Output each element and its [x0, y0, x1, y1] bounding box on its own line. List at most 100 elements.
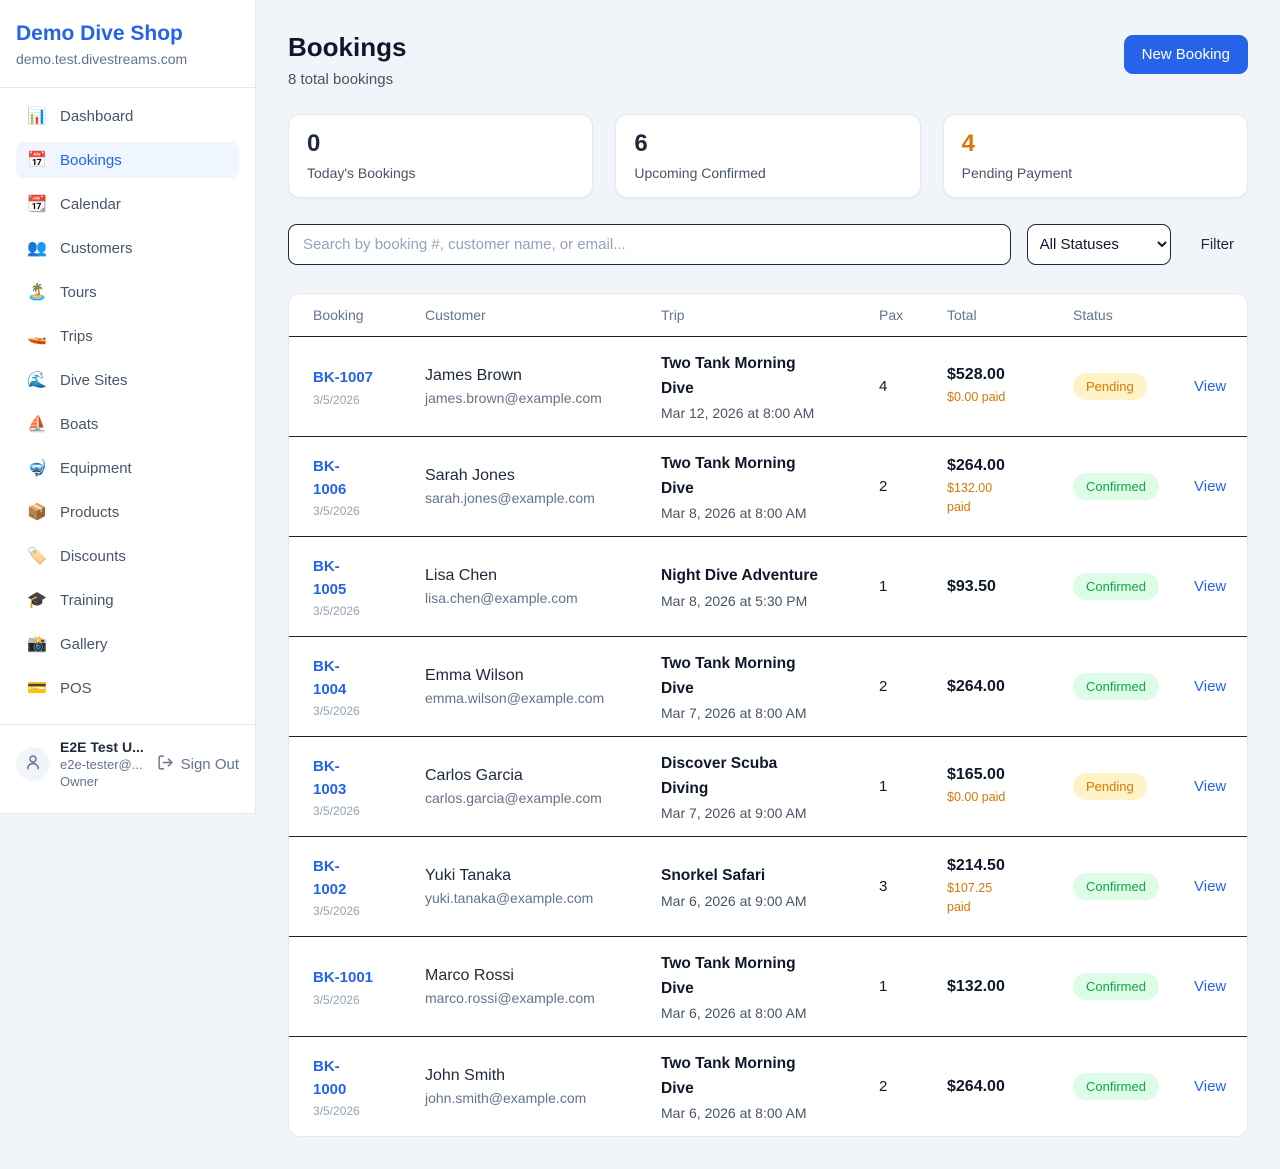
booking-id-link[interactable]: BK-1007: [313, 369, 374, 387]
booking-id-link[interactable]: BK- 1003: [313, 757, 347, 798]
trip-cell: Night Dive Adventure Mar 8, 2026 at 5:30…: [661, 564, 879, 608]
stat-value: 4: [961, 130, 976, 157]
view-link[interactable]: View: [1194, 677, 1227, 695]
pax-count: 2: [879, 1078, 888, 1095]
sidebar-item-bookings[interactable]: 📅 Bookings: [16, 142, 239, 178]
status-badge: Confirmed: [1073, 673, 1159, 700]
bar-chart-icon: 📊: [27, 108, 47, 125]
view-link[interactable]: View: [1194, 977, 1227, 995]
status-select[interactable]: All Statuses: [1026, 224, 1171, 265]
view-link[interactable]: View: [1194, 1077, 1227, 1095]
stat-label: Pending Payment: [961, 165, 1073, 181]
action-cell: View: [1194, 577, 1227, 596]
user-avatar: [16, 747, 50, 781]
sidebar: Demo Dive Shop demo.test.divestreams.com…: [0, 0, 256, 814]
sidebar-item-pos[interactable]: 💳 POS: [16, 670, 239, 706]
sidebar-item-training[interactable]: 🎓 Training: [16, 582, 239, 618]
customer-name: John Smith: [425, 1067, 506, 1084]
view-link[interactable]: View: [1194, 377, 1227, 395]
sidebar-item-customers[interactable]: 👥 Customers: [16, 230, 239, 266]
status-cell: Confirmed: [1073, 673, 1194, 700]
sidebar-item-products[interactable]: 📦 Products: [16, 494, 239, 530]
tear-off-calendar-icon: 📆: [27, 196, 47, 213]
booking-id-link[interactable]: BK- 1002: [313, 857, 347, 898]
sidebar-user-section: E2E Test U... e2e-tester@... Owner Sign …: [0, 724, 255, 803]
total-amount: $165.00: [947, 766, 1005, 784]
stat-card: 0 Today's Bookings: [288, 114, 594, 198]
booking-id-link[interactable]: BK- 1000: [313, 1057, 347, 1098]
sidebar-item-label: Bookings: [60, 151, 122, 169]
sidebar-item-trips[interactable]: 🚤 Trips: [16, 318, 239, 354]
stat-value: 6: [634, 130, 648, 157]
total-cell: $132.00: [947, 978, 1073, 996]
sidebar-item-label: Dashboard: [60, 107, 134, 125]
sidebar-item-label: Boats: [60, 415, 99, 433]
sidebar-item-label: Tours: [60, 283, 97, 301]
customer-email: james.brown@example.com: [425, 390, 602, 406]
sailboat-icon: ⛵: [27, 416, 47, 433]
status-cell: Pending: [1073, 373, 1194, 400]
total-cell: $528.00 $0.00 paid: [947, 366, 1073, 406]
table-row: BK-1001 3/5/2026 Marco Rossi marco.rossi…: [289, 936, 1247, 1036]
customer-name: Lisa Chen: [425, 567, 498, 584]
sidebar-item-gallery[interactable]: 📸 Gallery: [16, 626, 239, 662]
user-email: e2e-tester@...: [60, 757, 143, 772]
total-cell: $264.00: [947, 678, 1073, 696]
total-amount: $264.00: [947, 1077, 1005, 1095]
table-body: BK-1007 3/5/2026 James Brown james.brown…: [289, 336, 1247, 1136]
booking-cell: BK- 1005 3/5/2026: [313, 555, 425, 619]
table-row: BK- 1000 3/5/2026 John Smith john.smith@e…: [289, 1036, 1247, 1136]
person-icon: [24, 753, 42, 776]
view-link[interactable]: View: [1194, 777, 1227, 795]
table-header-row: Booking Customer Trip Pax Total Status: [289, 294, 1247, 336]
stats-row: 0 Today's Bookings 6 Upcoming Confirmed …: [288, 114, 1248, 198]
tag-icon: 🏷️: [27, 548, 47, 565]
customer-cell: Sarah Jones sarah.jones@example.com: [425, 467, 661, 506]
customer-email: lisa.chen@example.com: [425, 590, 578, 606]
paid-amount: $0.00 paid: [947, 790, 1006, 805]
graduation-cap-icon: 🎓: [27, 592, 47, 609]
user-meta: E2E Test U... e2e-tester@... Owner: [60, 739, 147, 789]
stat-label: Today's Bookings: [307, 165, 416, 181]
action-cell: View: [1194, 977, 1227, 996]
trip-name: Discover Scuba Diving: [661, 755, 778, 797]
view-link[interactable]: View: [1194, 877, 1227, 895]
sidebar-item-calendar[interactable]: 📆 Calendar: [16, 186, 239, 222]
view-link[interactable]: View: [1194, 577, 1227, 595]
sidebar-item-discounts[interactable]: 🏷️ Discounts: [16, 538, 239, 574]
total-cell: $264.00: [947, 1078, 1073, 1096]
view-link[interactable]: View: [1194, 477, 1227, 495]
booking-id-link[interactable]: BK- 1004: [313, 657, 347, 698]
shop-name: Demo Dive Shop: [16, 22, 183, 45]
customer-cell: Marco Rossi marco.rossi@example.com: [425, 967, 661, 1006]
booking-id-link[interactable]: BK-1001: [313, 969, 374, 987]
booking-date: 3/5/2026: [313, 904, 360, 919]
customer-email: yuki.tanaka@example.com: [425, 890, 594, 906]
page-header: Bookings 8 total bookings New Booking: [288, 32, 1248, 88]
booking-id-link[interactable]: BK- 1005: [313, 557, 347, 598]
user-role: Owner: [60, 774, 99, 789]
sidebar-item-label: Trips: [60, 327, 93, 345]
stat-label: Upcoming Confirmed: [634, 165, 766, 181]
page-header-text: Bookings 8 total bookings: [288, 32, 406, 88]
customer-name: Carlos Garcia: [425, 767, 523, 784]
table-row: BK- 1006 3/5/2026 Sarah Jones sarah.jones…: [289, 436, 1247, 536]
table-row: BK- 1004 3/5/2026 Emma Wilson emma.wilson…: [289, 636, 1247, 736]
sidebar-item-tours[interactable]: 🏝️ Tours: [16, 274, 239, 310]
filter-button[interactable]: Filter: [1187, 236, 1248, 253]
speedboat-icon: 🚤: [27, 328, 47, 345]
calendar-date-icon: 📅: [27, 152, 47, 169]
sidebar-item-boats[interactable]: ⛵ Boats: [16, 406, 239, 442]
customer-email: sarah.jones@example.com: [425, 490, 595, 506]
search-input[interactable]: [288, 224, 1011, 265]
user-name: E2E Test U...: [60, 739, 144, 755]
sidebar-item-equipment[interactable]: 🤿 Equipment: [16, 450, 239, 486]
column-header-booking: Booking: [313, 307, 364, 323]
new-booking-button[interactable]: New Booking: [1123, 35, 1248, 74]
booking-cell: BK-1007 3/5/2026: [313, 366, 425, 406]
sign-out-button[interactable]: Sign Out: [157, 754, 239, 775]
booking-id-link[interactable]: BK- 1006: [313, 457, 347, 498]
sidebar-item-dashboard[interactable]: 📊 Dashboard: [16, 98, 239, 134]
sidebar-item-dive-sites[interactable]: 🌊 Dive Sites: [16, 362, 239, 398]
booking-date: 3/5/2026: [313, 604, 360, 619]
